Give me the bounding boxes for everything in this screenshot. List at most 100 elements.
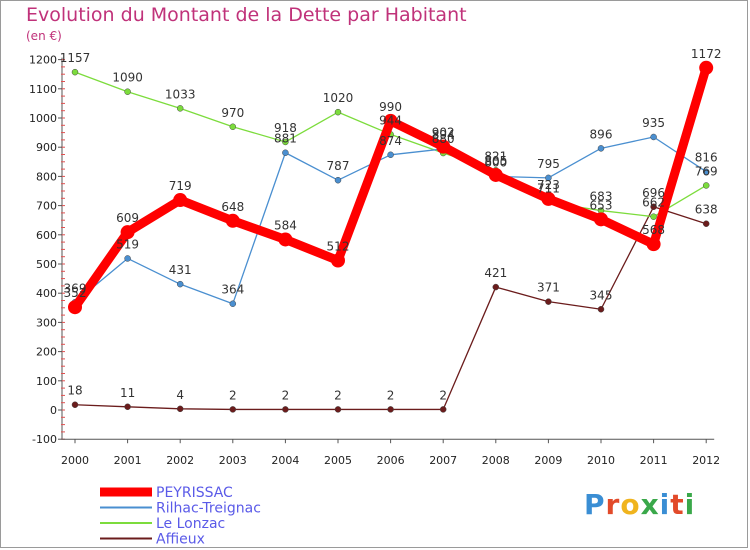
- x-tick-label: 2006: [377, 454, 405, 467]
- data-label: 881: [274, 132, 297, 146]
- data-label: 816: [695, 151, 718, 165]
- data-label: 1020: [323, 91, 354, 105]
- y-tick-label: 400: [36, 287, 57, 300]
- data-label: 880: [432, 132, 455, 146]
- data-point: [650, 203, 657, 211]
- data-label: 2: [439, 388, 447, 402]
- data-point: [334, 176, 342, 184]
- data-label: 18: [67, 384, 82, 398]
- x-tick-label: 2008: [482, 454, 510, 467]
- data-point: [439, 406, 447, 413]
- data-point: [176, 280, 184, 288]
- x-tick-label: 2011: [640, 454, 668, 467]
- data-point: [176, 105, 184, 112]
- data-point: [597, 306, 605, 313]
- data-point: [173, 193, 188, 208]
- data-point: [120, 225, 135, 240]
- data-label: 1090: [112, 71, 143, 85]
- data-label: 568: [642, 223, 665, 237]
- data-label: 795: [537, 157, 560, 171]
- x-tick-label: 2000: [61, 454, 89, 467]
- x-tick-label: 2010: [587, 454, 615, 467]
- x-tick-label: 2005: [324, 454, 352, 467]
- data-point: [650, 213, 657, 220]
- data-point: [594, 212, 608, 227]
- y-tick-label: 0: [50, 404, 57, 417]
- y-tick-label: 100: [36, 375, 57, 388]
- data-label: 1033: [165, 87, 196, 101]
- data-label: 1172: [691, 47, 722, 61]
- data-label: 696: [642, 186, 665, 200]
- data-label: 4: [176, 388, 184, 402]
- data-label: 352: [64, 286, 87, 300]
- x-tick-label: 2009: [534, 454, 562, 467]
- data-point: [282, 149, 289, 156]
- data-label: 431: [169, 263, 192, 277]
- x-tick-label: 2004: [271, 454, 299, 467]
- data-point: [492, 283, 500, 291]
- data-label: 11: [120, 386, 135, 400]
- data-label: 769: [695, 164, 718, 178]
- data-point: [646, 237, 661, 252]
- legend-label: Rilhac-Treignac: [156, 501, 261, 517]
- y-tick-label: 600: [36, 229, 57, 242]
- data-point: [702, 220, 710, 227]
- y-tick-label: 500: [36, 258, 57, 271]
- data-label: 512: [327, 239, 350, 253]
- data-label: 369: [64, 281, 87, 295]
- data-label: 653: [590, 198, 613, 212]
- data-label: 1157: [60, 51, 91, 65]
- brand-logo: Proxiti: [584, 488, 696, 521]
- data-point: [282, 138, 289, 146]
- data-point: [597, 145, 605, 152]
- data-point: [334, 406, 342, 413]
- chart-subtitle: (en €): [26, 29, 62, 43]
- data-label: 874: [379, 134, 402, 148]
- data-label: 787: [327, 159, 350, 173]
- data-label: 609: [116, 211, 139, 225]
- data-point: [229, 123, 237, 131]
- data-point: [71, 401, 79, 408]
- data-label: 2: [282, 388, 290, 402]
- x-tick-label: 2003: [219, 454, 247, 467]
- data-point: [541, 191, 556, 206]
- data-point: [545, 174, 552, 182]
- data-point: [545, 298, 552, 305]
- data-label: 719: [169, 179, 192, 193]
- data-point: [383, 113, 398, 128]
- data-label: 970: [221, 106, 244, 120]
- data-point: [387, 151, 394, 159]
- data-point: [488, 167, 503, 182]
- data-label: 371: [537, 281, 560, 295]
- data-label: 421: [484, 266, 507, 280]
- x-tick-label: 2001: [114, 454, 142, 467]
- data-label: 648: [221, 200, 244, 214]
- data-point: [702, 168, 710, 175]
- data-label: 723: [537, 178, 560, 192]
- data-label: 800: [484, 155, 507, 169]
- data-point: [176, 405, 184, 413]
- data-point: [699, 60, 714, 75]
- data-label: 944: [379, 113, 402, 127]
- data-point: [334, 108, 342, 116]
- y-tick-label: 800: [36, 170, 57, 183]
- data-point: [124, 255, 131, 262]
- y-tick-label: 200: [36, 346, 57, 359]
- data-label: 805: [484, 154, 507, 168]
- data-point: [278, 232, 293, 247]
- data-label: 2: [229, 388, 237, 402]
- data-label: 902: [432, 126, 455, 140]
- y-tick-label: -100: [32, 433, 57, 446]
- data-label: 935: [642, 116, 665, 130]
- data-point: [229, 300, 237, 307]
- y-tick-label: 300: [36, 316, 57, 329]
- data-label: 519: [116, 237, 139, 251]
- legend-label: PEYRISSAC: [156, 485, 233, 501]
- y-tick-label: 1100: [29, 83, 57, 96]
- y-tick-label: 700: [36, 200, 57, 213]
- data-label: 345: [590, 288, 613, 302]
- data-label: 2: [334, 388, 342, 402]
- y-tick-label: 1000: [29, 112, 57, 125]
- data-label: 990: [379, 100, 402, 114]
